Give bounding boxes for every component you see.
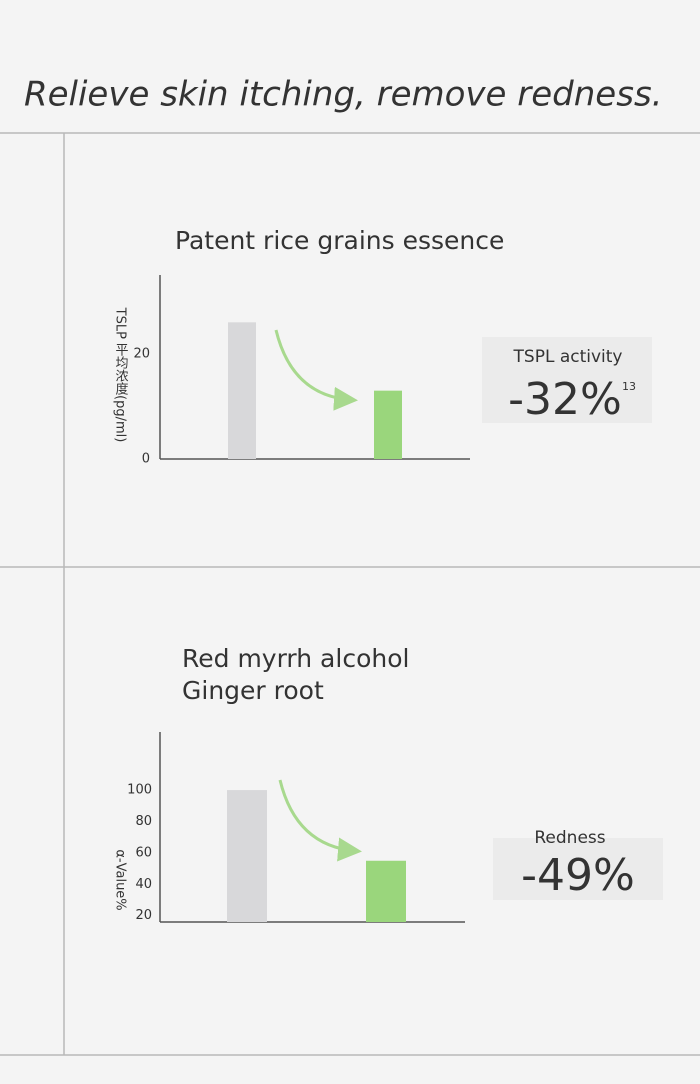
- bar: [366, 860, 406, 922]
- y-axis-label: TSLP 平均浓度(pg/ml): [113, 307, 129, 443]
- y-tick-label: 60: [135, 845, 152, 860]
- y-tick-label: 40: [135, 877, 152, 892]
- callout-label: TSPL activity: [513, 347, 623, 367]
- arrow: [274, 329, 358, 411]
- bar: [374, 390, 402, 459]
- chart-title: Patent rice grains essence: [175, 226, 504, 255]
- callout-note: 13: [622, 380, 636, 393]
- y-tick-label: 20: [135, 908, 152, 923]
- chart-title: Red myrrh alcohol: [182, 644, 409, 673]
- y-axis-label: α-Value%: [113, 849, 128, 910]
- y-tick-label: 100: [127, 783, 152, 798]
- callout-value: -32%: [508, 374, 622, 425]
- y-tick-label: 20: [133, 346, 150, 361]
- callout-label: Redness: [534, 828, 605, 848]
- callout-box: [482, 337, 652, 423]
- arrow: [278, 779, 362, 862]
- callout-value: -49%: [521, 850, 635, 901]
- bar: [227, 790, 267, 922]
- chart-title: Ginger root: [182, 676, 324, 705]
- page-title: Relieve skin itching, remove redness.: [24, 75, 662, 115]
- y-tick-label: 80: [135, 814, 152, 829]
- callout-box: [493, 838, 663, 900]
- y-tick-label: 0: [142, 452, 150, 467]
- bar: [228, 322, 256, 459]
